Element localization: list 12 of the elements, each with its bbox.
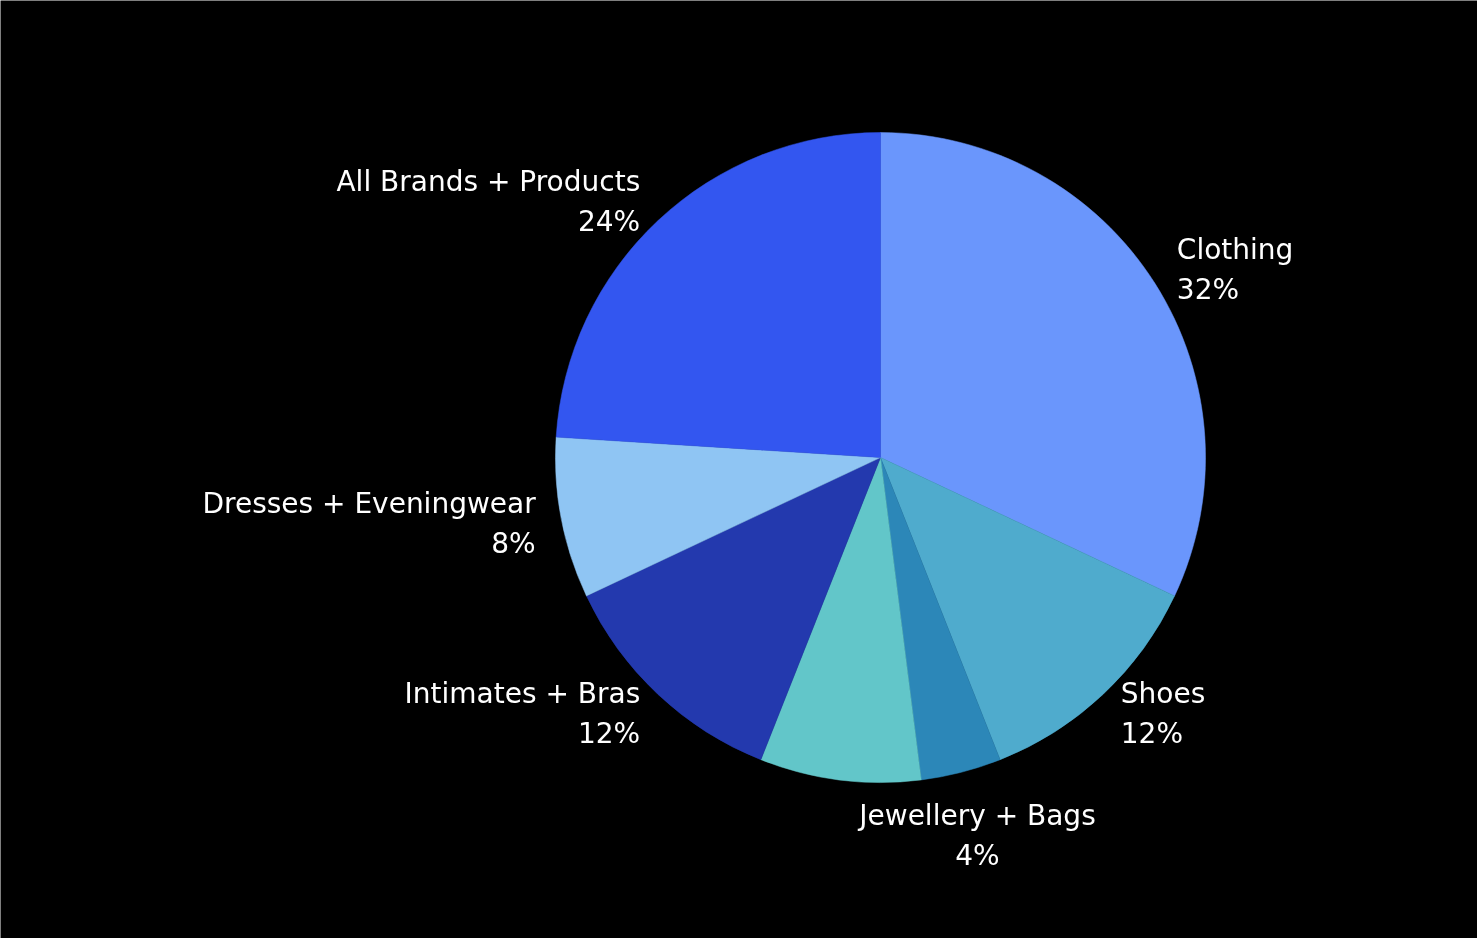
slice-label: Intimates + Bras — [404, 676, 641, 710]
slice-label: Jewellery + Bags — [857, 798, 1096, 832]
slice-label: Dresses + Eveningwear — [202, 486, 537, 520]
data-label: 32% — [1176, 272, 1240, 306]
data-label: 4% — [955, 838, 1000, 872]
slice-label: Shoes — [1120, 676, 1206, 710]
data-label: 12% — [1120, 716, 1184, 750]
data-label: 8% — [491, 526, 536, 560]
data-label: 24% — [577, 205, 641, 239]
data-label: 12% — [577, 716, 641, 750]
slice-label: All Brands + Products — [336, 165, 641, 199]
slice-label: Clothing — [1176, 232, 1294, 266]
